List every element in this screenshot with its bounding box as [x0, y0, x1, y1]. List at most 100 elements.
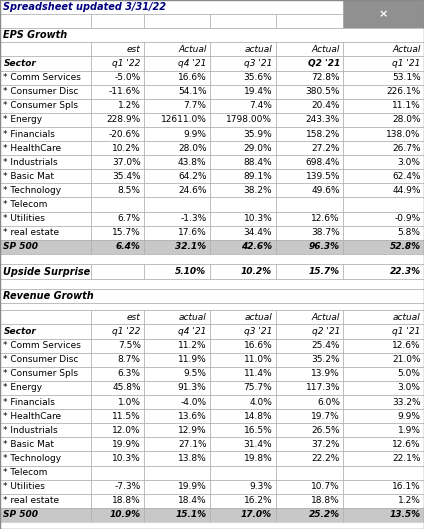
- Bar: [144, 264, 210, 279]
- Bar: [210, 264, 276, 279]
- Text: -20.6%: -20.6%: [109, 130, 141, 139]
- Text: 88.4%: 88.4%: [243, 158, 272, 167]
- Text: 52.8%: 52.8%: [390, 242, 421, 251]
- Text: * Consumer Disc: * Consumer Disc: [3, 355, 79, 364]
- Text: 75.7%: 75.7%: [243, 384, 272, 393]
- Text: 5.8%: 5.8%: [398, 228, 421, 238]
- Text: q4 '21: q4 '21: [178, 59, 206, 68]
- Bar: [276, 240, 343, 254]
- Bar: [210, 339, 276, 353]
- Text: 15.7%: 15.7%: [112, 228, 141, 238]
- Text: 13.9%: 13.9%: [311, 369, 340, 378]
- Text: q3 '21: q3 '21: [244, 327, 272, 336]
- Bar: [0, 254, 424, 264]
- Text: 21.0%: 21.0%: [392, 355, 421, 364]
- Text: 15.7%: 15.7%: [309, 267, 340, 276]
- Text: 19.9%: 19.9%: [112, 440, 141, 449]
- Text: SP 500: SP 500: [3, 242, 39, 251]
- Text: 43.8%: 43.8%: [178, 158, 206, 167]
- Bar: [0, 289, 424, 303]
- Text: 12611.0%: 12611.0%: [161, 115, 206, 124]
- Bar: [91, 494, 144, 508]
- Text: 28.0%: 28.0%: [392, 115, 421, 124]
- Text: 14.8%: 14.8%: [243, 412, 272, 421]
- Bar: [343, 494, 424, 508]
- Text: Sector: Sector: [3, 59, 36, 68]
- Bar: [0, 70, 91, 85]
- Text: * Consumer Spls: * Consumer Spls: [3, 101, 78, 111]
- Bar: [0, 303, 424, 311]
- Text: 9.5%: 9.5%: [184, 369, 206, 378]
- Bar: [276, 85, 343, 99]
- Bar: [276, 113, 343, 127]
- Bar: [144, 508, 210, 522]
- Text: 7.5%: 7.5%: [118, 341, 141, 350]
- Text: 35.4%: 35.4%: [112, 172, 141, 181]
- Bar: [0, 311, 91, 324]
- Text: 10.2%: 10.2%: [241, 267, 272, 276]
- Bar: [0, 212, 91, 226]
- Text: SP 500: SP 500: [3, 510, 39, 519]
- Bar: [0, 381, 91, 395]
- Bar: [144, 494, 210, 508]
- Text: * Consumer Spls: * Consumer Spls: [3, 369, 78, 378]
- Text: 18.4%: 18.4%: [178, 496, 206, 505]
- Bar: [210, 99, 276, 113]
- Bar: [144, 197, 210, 212]
- Bar: [343, 113, 424, 127]
- Bar: [210, 155, 276, 169]
- Bar: [343, 437, 424, 451]
- Bar: [210, 508, 276, 522]
- Bar: [91, 197, 144, 212]
- Text: 19.4%: 19.4%: [243, 87, 272, 96]
- Text: 9.3%: 9.3%: [249, 482, 272, 491]
- Bar: [0, 324, 91, 339]
- Bar: [210, 409, 276, 423]
- Bar: [276, 395, 343, 409]
- Bar: [91, 324, 144, 339]
- Bar: [343, 409, 424, 423]
- Text: 19.8%: 19.8%: [243, 454, 272, 463]
- Bar: [210, 480, 276, 494]
- Text: 18.8%: 18.8%: [311, 496, 340, 505]
- Bar: [343, 0, 424, 28]
- Text: 16.6%: 16.6%: [178, 73, 206, 82]
- Text: 11.4%: 11.4%: [243, 369, 272, 378]
- Bar: [343, 381, 424, 395]
- Bar: [343, 226, 424, 240]
- Bar: [144, 240, 210, 254]
- Text: 22.2%: 22.2%: [312, 454, 340, 463]
- Text: 19.7%: 19.7%: [311, 412, 340, 421]
- Text: * real estate: * real estate: [3, 228, 59, 238]
- Text: 11.9%: 11.9%: [178, 355, 206, 364]
- Text: 35.6%: 35.6%: [243, 73, 272, 82]
- Text: 49.6%: 49.6%: [311, 186, 340, 195]
- Bar: [144, 99, 210, 113]
- Text: 6.3%: 6.3%: [118, 369, 141, 378]
- Text: Actual: Actual: [392, 45, 421, 54]
- Bar: [91, 264, 144, 279]
- Bar: [0, 508, 91, 522]
- Bar: [91, 141, 144, 155]
- Bar: [276, 381, 343, 395]
- Bar: [343, 423, 424, 437]
- Text: 22.3%: 22.3%: [390, 267, 421, 276]
- Text: 32.1%: 32.1%: [176, 242, 206, 251]
- Bar: [144, 353, 210, 367]
- Bar: [343, 324, 424, 339]
- Text: * real estate: * real estate: [3, 496, 59, 505]
- Text: 96.3%: 96.3%: [309, 242, 340, 251]
- Text: 1798.00%: 1798.00%: [226, 115, 272, 124]
- Text: 18.8%: 18.8%: [112, 496, 141, 505]
- Text: -7.3%: -7.3%: [114, 482, 141, 491]
- Text: actual: actual: [245, 313, 272, 322]
- Text: 380.5%: 380.5%: [306, 87, 340, 96]
- Bar: [210, 42, 276, 57]
- Bar: [91, 508, 144, 522]
- Text: 11.0%: 11.0%: [243, 355, 272, 364]
- Bar: [210, 353, 276, 367]
- Bar: [276, 480, 343, 494]
- Text: 15.1%: 15.1%: [176, 510, 206, 519]
- Bar: [91, 85, 144, 99]
- Text: 6.7%: 6.7%: [118, 214, 141, 223]
